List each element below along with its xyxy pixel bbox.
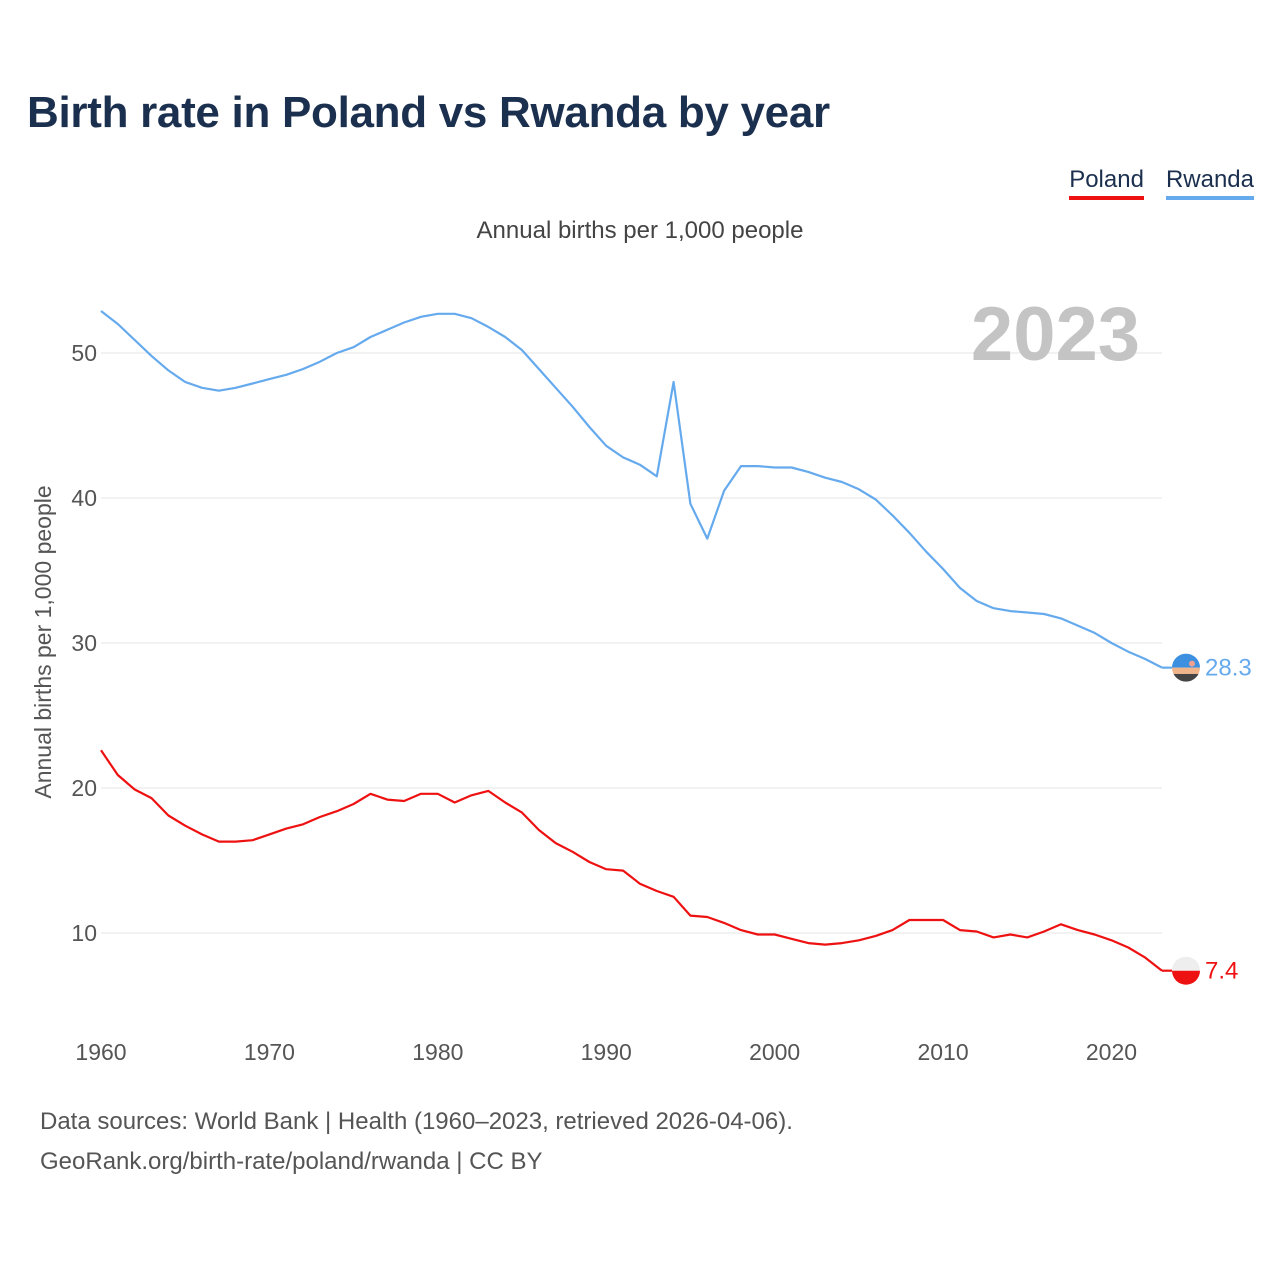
y-tick-label: 50 — [71, 340, 97, 366]
chart-subtitle: Annual births per 1,000 people — [476, 217, 804, 244]
attribution-line: GeoRank.org/birth-rate/poland/rwanda | C… — [40, 1148, 543, 1175]
y-tick-label: 10 — [71, 920, 97, 946]
chart-title: Birth rate in Poland vs Rwanda by year — [27, 88, 830, 137]
y-axis-ticks: 10 20 30 40 50 — [71, 340, 97, 946]
x-tick-label: 2000 — [749, 1039, 800, 1065]
poland-flag-icon — [1172, 956, 1200, 971]
x-tick-label: 1970 — [244, 1039, 295, 1065]
legend: Poland Rwanda — [1069, 166, 1254, 200]
x-tick-label: 2020 — [1086, 1039, 1137, 1065]
x-tick-label: 1960 — [75, 1039, 126, 1065]
x-tick-label: 2010 — [917, 1039, 968, 1065]
series-line-poland — [100, 749, 1163, 972]
poland-flag-icon-lower — [1172, 970, 1200, 985]
legend-item-poland[interactable]: Poland — [1069, 166, 1144, 200]
x-axis-ticks: 1960 1970 1980 1990 2000 2010 2020 — [75, 1039, 1137, 1065]
rwanda-flag-icon — [1172, 653, 1200, 682]
x-tick-label: 1990 — [581, 1039, 632, 1065]
series-endpoints: 7.4 28.3 — [1162, 653, 1252, 985]
year-badge: 2023 — [971, 292, 1140, 377]
y-tick-label: 30 — [71, 630, 97, 656]
end-value-label-rwanda: 28.3 — [1205, 655, 1252, 682]
series-lines — [100, 310, 1163, 972]
y-tick-label: 40 — [71, 485, 97, 511]
end-value-label-poland: 7.4 — [1205, 958, 1238, 985]
source-line: Data sources: World Bank | Health (1960–… — [40, 1108, 793, 1135]
line-chart: 2023 10 20 30 40 50 1960 1970 1980 1990 2000 2010… — [30, 292, 1252, 1065]
legend-item-rwanda[interactable]: Rwanda — [1165, 166, 1254, 200]
y-tick-label: 20 — [71, 775, 97, 801]
x-tick-label: 1980 — [412, 1039, 463, 1065]
grid-lines — [101, 352, 1162, 934]
y-axis-label: Annual births per 1,000 people — [30, 485, 56, 798]
series-line-rwanda — [100, 310, 1163, 669]
